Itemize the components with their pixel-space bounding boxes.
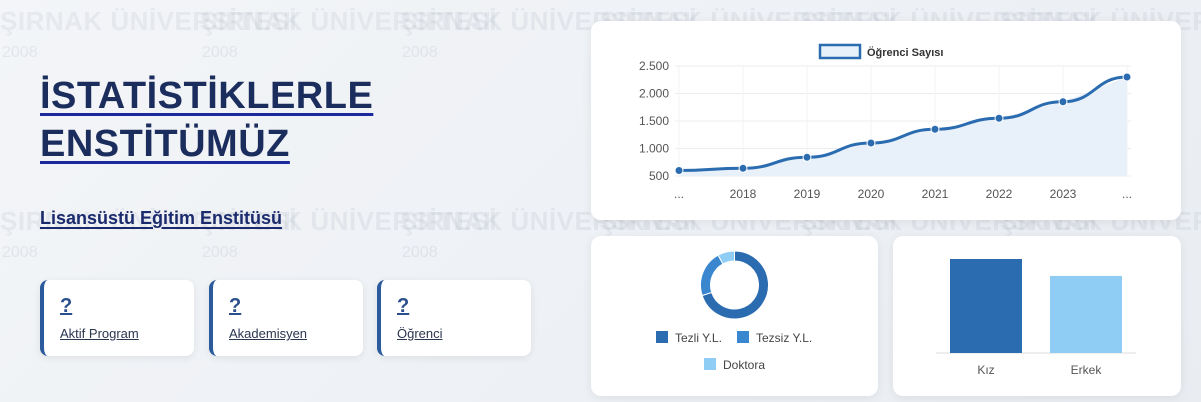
data-point: [802, 152, 812, 162]
watermark-year: 2008: [202, 244, 238, 261]
stat-card-programs[interactable]: ? Aktif Program: [40, 280, 194, 356]
x-tick-label: ...: [1122, 187, 1132, 201]
stat-card-academics[interactable]: ? Akademisyen: [209, 280, 363, 356]
page-title: İSTATİSTİKLERLE ENSTİTÜMÜZ: [40, 72, 400, 168]
line-chart-panel: Öğrenci Sayısı 2.500 2.000 1.500 1.000 500...…: [591, 21, 1181, 220]
bar-chart-panel: Kız Erkek: [893, 236, 1181, 396]
doughnut-slice: [701, 250, 769, 320]
legend-label: Tezsiz Y.L.: [756, 331, 812, 345]
doughnut-chart-panel: Tezli Y.L. Tezsiz Y.L. Doktora: [591, 236, 878, 396]
y-tick-label: 500: [649, 169, 669, 183]
legend-swatch: [704, 358, 716, 370]
stat-label: Öğrenci: [397, 326, 443, 341]
legend-label: Doktora: [723, 358, 765, 372]
watermark-row-top: ŞIRNAK ÜNİVERSİTESİ ŞIRNAK ÜNİVERSİTESİ …: [0, 6, 1201, 37]
stat-label: Akademisyen: [229, 326, 308, 341]
watermark-year: 2008: [2, 244, 38, 261]
doughnut-chart: Tezli Y.L. Tezsiz Y.L. Doktora: [656, 250, 812, 372]
legend-swatch: [656, 331, 668, 343]
doughnut-slice: [717, 250, 735, 265]
data-point: [1058, 97, 1068, 107]
y-tick-label: 1.500: [639, 114, 669, 128]
stat-value: ?: [60, 295, 73, 317]
bar: [1050, 275, 1122, 353]
page-title-line-2: ENSTİTÜMÜZ: [40, 123, 290, 165]
institute-link[interactable]: Lisansüstü Eğitim Enstitüsü: [40, 208, 283, 228]
watermark-year: 2008: [202, 44, 238, 61]
watermark-text: ŞIRNAK ÜNİVERSİTESİ: [200, 6, 497, 36]
x-tick-label: 2020: [858, 187, 885, 201]
x-tick-label: Kız: [977, 363, 994, 377]
x-tick-label: 2021: [922, 187, 949, 201]
watermark-text: ŞIRNAK ÜNİVERSİTESİ: [200, 206, 497, 236]
watermark-text: ŞIRNAK ÜNİVERSİTESİ: [0, 206, 297, 236]
data-point: [866, 138, 876, 148]
bar: [950, 259, 1022, 353]
legend-swatch: [818, 43, 862, 60]
x-tick-label: 2019: [794, 187, 821, 201]
legend-label: Tezli Y.L.: [675, 331, 722, 345]
watermark-year: 2008: [402, 244, 438, 261]
y-tick-label: 2.500: [639, 59, 669, 73]
stat-label: Aktif Program: [60, 326, 139, 341]
data-point: [1122, 72, 1132, 82]
legend-label: Öğrenci Sayısı: [867, 46, 943, 59]
x-tick-label: 2022: [986, 187, 1013, 201]
data-point: [738, 163, 748, 173]
doughnut-slice: [700, 254, 724, 297]
y-tick-label: 2.000: [639, 87, 669, 101]
page-title-line-1: İSTATİSTİKLERLE: [40, 75, 374, 117]
x-tick-label: 2023: [1050, 187, 1077, 201]
x-tick-label: ...: [674, 187, 684, 201]
data-point: [994, 113, 1004, 123]
watermark-year: 2008: [402, 44, 438, 61]
bar-chart: Kız Erkek: [936, 259, 1136, 377]
watermark-text: ŞIRNAK ÜNİVERSİTESİ: [0, 6, 297, 36]
line-chart: Öğrenci Sayısı 2.500 2.000 1.500 1.000 500...…: [639, 43, 1132, 201]
x-tick-label: Erkek: [1071, 363, 1103, 377]
stat-value: ?: [397, 295, 410, 317]
series-area: [679, 77, 1127, 176]
y-tick-label: 1.000: [639, 142, 669, 156]
stat-card-students[interactable]: ? Öğrenci: [377, 280, 531, 356]
watermark-year: 2008: [2, 44, 38, 61]
stat-value: ?: [229, 295, 242, 317]
x-tick-label: 2018: [730, 187, 757, 201]
data-point: [674, 166, 684, 175]
data-point: [930, 124, 940, 134]
legend-swatch: [737, 331, 749, 343]
